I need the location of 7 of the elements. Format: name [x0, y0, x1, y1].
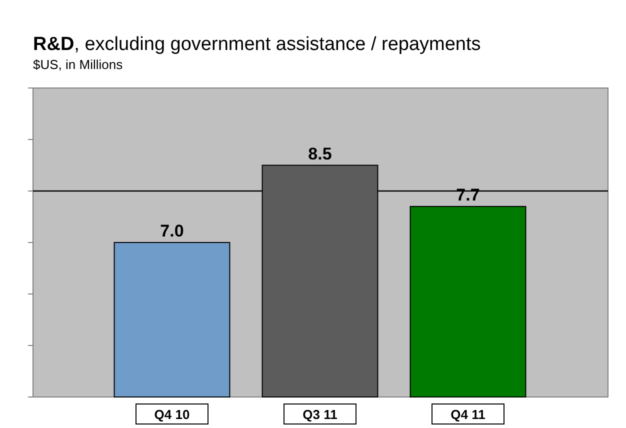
- chart-subtitle: $US, in Millions: [33, 57, 124, 72]
- x-tick-label: Q3 11: [302, 407, 338, 422]
- chart-title: R&D, excluding government assistance / repayments: [33, 34, 481, 55]
- x-tick-label: Q4 10: [154, 407, 190, 422]
- data-label: 7.0: [160, 222, 184, 240]
- x-tick-label: Q4 11: [450, 407, 486, 422]
- data-label: 8.5: [308, 144, 332, 164]
